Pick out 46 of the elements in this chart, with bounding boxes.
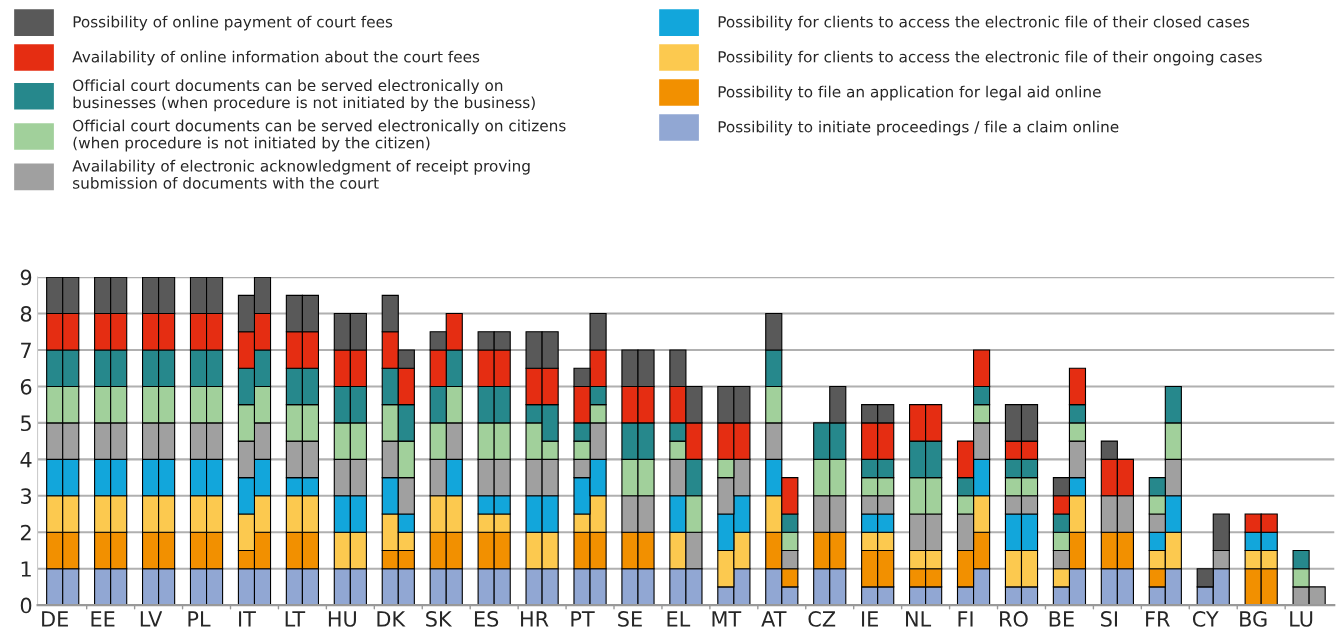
x-tick-label: FR bbox=[1146, 611, 1170, 627]
legend-label: Availability of electronic acknowledgment of receipt proving submission of documents with the court bbox=[72, 159, 530, 189]
x-tick-label: SK bbox=[426, 611, 453, 627]
x-tick-label: PT bbox=[571, 611, 595, 627]
y-tick-label: 5 bbox=[21, 415, 31, 432]
x-tick-label: BG bbox=[1240, 611, 1267, 627]
x-tick-label: FI bbox=[958, 611, 973, 627]
x-tick-label: LV bbox=[140, 611, 163, 627]
legend-label: Possibility to file an application for legal aid online bbox=[718, 85, 1101, 101]
x-tick-label: SI bbox=[1101, 611, 1117, 627]
x-tick-label: HU bbox=[328, 611, 356, 627]
x-tick-label: AT bbox=[761, 611, 787, 627]
x-tick-label: LT bbox=[285, 611, 306, 627]
x-tick-label: PL bbox=[188, 611, 211, 627]
x-tick-label: CZ bbox=[808, 611, 836, 627]
y-tick-label: 7 bbox=[21, 342, 31, 358]
y-tick-label: 1 bbox=[21, 561, 31, 577]
x-tick-label: IT bbox=[239, 611, 256, 627]
y-tick-label: 8 bbox=[20, 306, 32, 322]
x-tick-label: MT bbox=[712, 611, 742, 627]
y-tick-label: 9 bbox=[20, 269, 32, 286]
legend-label: Official court documents can be served electronically on citizens (when procedure is not initiated by the citizen) bbox=[73, 119, 566, 152]
y-tick-label: 2 bbox=[20, 524, 31, 541]
x-tick-label: DE bbox=[42, 611, 68, 627]
x-tick-label: ES bbox=[474, 611, 499, 627]
y-tick-label: 3 bbox=[21, 488, 32, 505]
x-tick-label: IE bbox=[862, 611, 878, 627]
y-tick-label: 6 bbox=[20, 378, 32, 395]
legend-label: Possibility to initiate proceedings / file a claim online bbox=[718, 120, 1119, 136]
x-tick-label: EL bbox=[667, 611, 691, 627]
legend-label: Possibility of online payment of court fees bbox=[73, 15, 393, 31]
x-tick-label: EE bbox=[91, 611, 115, 627]
legend-label: Possibility for clients to access the electronic file of their closed cases bbox=[718, 15, 1250, 31]
x-tick-label: DK bbox=[377, 611, 406, 627]
legend-label: Official court documents can be served electronically on businesses (when procedure is not initiated by the business) bbox=[73, 79, 535, 112]
x-tick-label: RO bbox=[1000, 611, 1028, 627]
y-tick-label: 0 bbox=[20, 597, 32, 614]
x-tick-label: SE bbox=[618, 611, 642, 627]
x-tick-label: LU bbox=[1290, 611, 1313, 627]
legend-label: Possibility for clients to access the electronic file of their ongoing cases bbox=[718, 50, 1262, 66]
x-tick-label: HR bbox=[521, 611, 549, 627]
y-tick-label: 4 bbox=[20, 452, 32, 468]
x-tick-label: NL bbox=[906, 611, 932, 627]
legend-label: Availability of online information about the court fees bbox=[72, 50, 480, 66]
x-tick-label: CY bbox=[1192, 611, 1219, 627]
x-tick-label: BE bbox=[1049, 611, 1074, 627]
